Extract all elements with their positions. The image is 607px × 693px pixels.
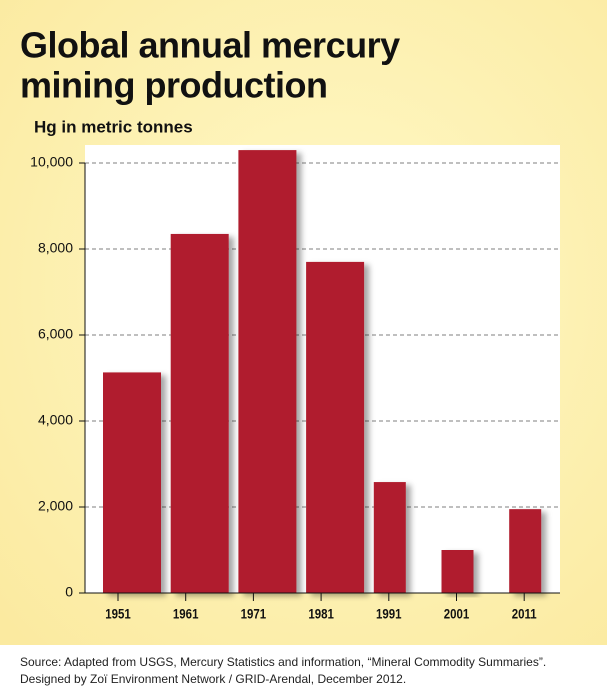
y-tick-label: 0 <box>65 584 73 600</box>
y-tick-label: 8,000 <box>38 240 73 256</box>
chart-title: Global annual mercury <box>20 25 400 66</box>
bar <box>441 550 474 593</box>
chart-title: mining production <box>20 65 327 106</box>
y-tick-label: 10,000 <box>30 154 73 170</box>
bar <box>103 372 161 593</box>
bar <box>509 509 542 593</box>
x-tick-label: 1971 <box>241 606 267 622</box>
y-tick-label: 6,000 <box>38 326 73 342</box>
x-tick-label: 2011 <box>512 606 537 622</box>
bar <box>373 482 406 593</box>
y-tick-label: 4,000 <box>38 412 73 428</box>
footer-background <box>0 645 607 693</box>
bar <box>170 233 229 593</box>
source-note: Designed by Zoï Environment Network / GR… <box>20 672 406 686</box>
x-tick-label: 2001 <box>444 606 470 622</box>
x-tick-label: 1951 <box>105 606 131 622</box>
bar <box>306 261 365 593</box>
x-tick-label: 1991 <box>376 606 402 622</box>
bar <box>238 150 297 593</box>
source-note: Source: Adapted from USGS, Mercury Stati… <box>20 655 546 669</box>
y-tick-label: 2,000 <box>38 498 73 514</box>
subtitle: Hg in metric tonnes <box>34 117 193 136</box>
x-tick-label: 1981 <box>308 606 334 622</box>
x-tick-label: 1961 <box>173 606 199 622</box>
